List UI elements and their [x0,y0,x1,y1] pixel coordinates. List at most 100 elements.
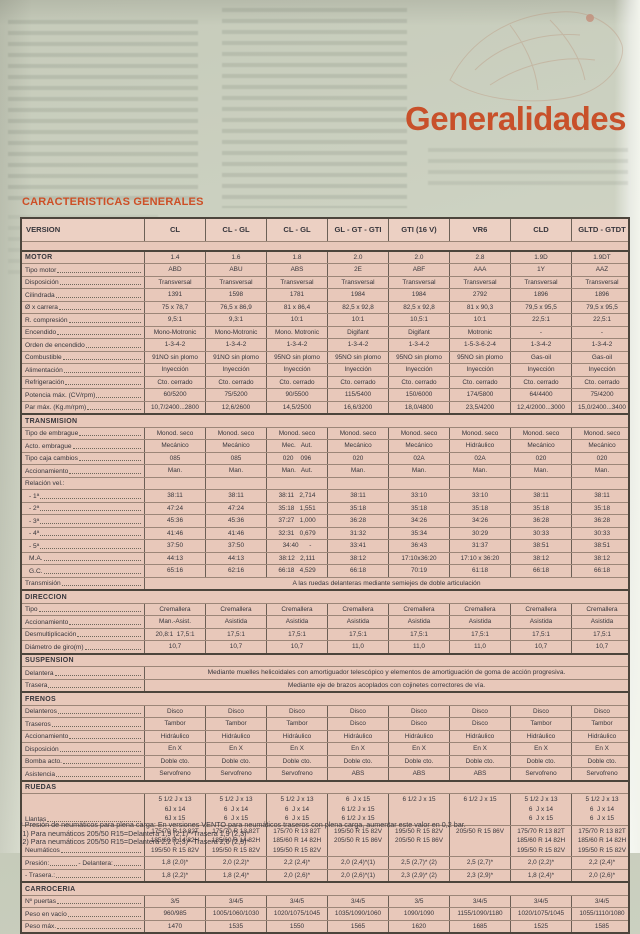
table-row: R. compresión 9,5:1 9,3:1 10:1 10:1 10,5:1 10:… [22,313,628,326]
column-header: VR6 [449,219,510,241]
value-cell: 3/5 [388,895,449,907]
value-cell: 3/4/5 [266,895,327,907]
value-cell: AAZ [571,264,632,276]
leader-dots [69,623,141,625]
value-cell: 11,0 [388,641,449,653]
value-cell: 17,5:1 [266,628,327,640]
value-cell: Doble cto. [327,755,388,767]
value-cell: Cto. cerrado [266,376,327,388]
value-cell: 17:10 x 36:20 [449,552,510,564]
value-cell: 020 096 [266,452,327,464]
value-cell: 35:18 [571,502,632,514]
row-label: RUEDAS [22,782,144,794]
value-cell: Man. [388,465,449,477]
row-label-text: Potencia máx. (CV/rpm) [25,391,96,399]
value-cell: 38:12 [571,552,632,564]
section-value-cell: 1.6 [205,251,266,263]
row-label: Par máx. (Kg.m/rpm) [22,402,144,414]
value-cell: 75/5200 [205,389,266,401]
value-cell [510,477,571,489]
value-cell: Tambor [510,718,571,730]
value-cell: En X [571,743,632,755]
value-cell: Cto. cerrado [144,376,205,388]
value-cell: Cremallera [144,603,205,615]
row-label-text: Tipo [25,606,38,613]
footnote-2: (2) Para neumáticos 205/50 R15=Delantera… [20,837,250,847]
value-cell: 45:36 [144,515,205,527]
table-row: - 5ª 37:50 37:50 34:40 -33:41 36:43 31:37 38:5… [22,539,628,552]
table-row: Asistencia Servofreno Servofreno Servofreno… [22,767,628,780]
section-row: MOTOR 1.4 1.6 1.8 2.0 2.0 2.8 1.9D 1.9DT [22,249,628,263]
section-value-cell: 1.8 [266,251,327,263]
row-label: Potencia máx. (CV/rpm) [22,389,144,401]
value-cell: Transversal [571,276,632,288]
row-label: - 2ª [22,503,144,515]
row-label: Disposición [22,277,144,289]
value-cell: 3/4/5 [510,895,571,907]
value-cell: Doble cto. [205,755,266,767]
value-cell: 1896 [571,289,632,301]
value-cell: Asistida [571,616,632,628]
row-label: Llantas [22,794,144,825]
value-cell: 47:24 [205,502,266,514]
value-cell: 18,0/4800 [388,401,449,413]
section-span-cell [144,883,628,895]
value-cell: 2,2 (2,4)* [571,857,632,869]
value-cell: 1984 [388,289,449,301]
row-label: - 5ª [22,540,144,552]
row-label-text: Refrigeración [25,379,65,386]
page-title: Generalidades [405,100,626,137]
row-sublabel-text: - Trasera.: [25,872,56,879]
value-cell: 2E [327,264,388,276]
value-cell: Tambor [571,718,632,730]
row-label: - 4ª [22,528,144,540]
value-cell: 95NO sin plomo [388,351,449,363]
section-row: SUSPENSION [22,652,628,667]
value-cell: Asistida [205,616,266,628]
value-cell: 90/5500 [266,389,327,401]
value-cell: En X [144,743,205,755]
value-cell: 17,5:1 [388,628,449,640]
value-cell: 2,2 (2,4)* [266,857,327,869]
row-label: Orden de encendido [22,339,144,351]
leader-dots [96,396,141,398]
span-value-cell: A las ruedas delanteras mediante semieje… [144,577,628,589]
value-cell: Monod. seco [449,427,510,439]
section-span-cell [144,782,628,794]
value-cell: 17:10x36:20 [388,552,449,564]
value-cell: Transversal [266,276,327,288]
leader-dots [40,497,141,499]
value-cell: 15,0/2400...3400 [571,401,632,413]
table-row: G.C. 65:16 62:16 66:18 4,529 66:18 70:19 61:18… [22,564,628,577]
value-cell: 1,8 (2,2)* [144,869,205,881]
row-label-text: TRANSMISION [25,417,78,425]
leader-dots [77,636,141,637]
bleedthrough-car-diagram [449,11,624,102]
value-cell: 1620 [388,920,449,932]
value-cell: Doble cto. [510,755,571,767]
value-cell: 1550 [266,920,327,932]
value-cell: 10,7 [205,641,266,653]
value-cell: 10,7 [571,641,632,653]
value-cell: 085 [144,452,205,464]
value-cell: Hidráulico [144,730,205,742]
value-cell: 36:43 [388,540,449,552]
section-value-cell: 2.0 [327,251,388,263]
leader-dots [40,522,141,524]
leader-dots [48,687,141,688]
value-cell: Inyección [510,364,571,376]
value-cell: 82,5 x 92,8 [327,301,388,313]
value-cell: Cremallera [388,603,449,615]
value-cell: Man. Aut. [266,465,327,477]
value-cell: 1-3-4-2 [510,339,571,351]
row-label-text: MOTOR [25,254,53,261]
value-cell: Transversal [205,276,266,288]
value-cell: 17,5:1 [205,628,266,640]
value-cell: 1565 [327,920,388,932]
row-label: Tipo [22,604,144,616]
value-cell: 1020/1075/1045 [266,908,327,920]
row-label-text: Diámetro de giro(m) [25,643,84,651]
table-row: Bomba acto. Doble cto. Doble cto. Doble cto… [22,754,628,767]
value-cell: 1-3-4-2 [144,339,205,351]
